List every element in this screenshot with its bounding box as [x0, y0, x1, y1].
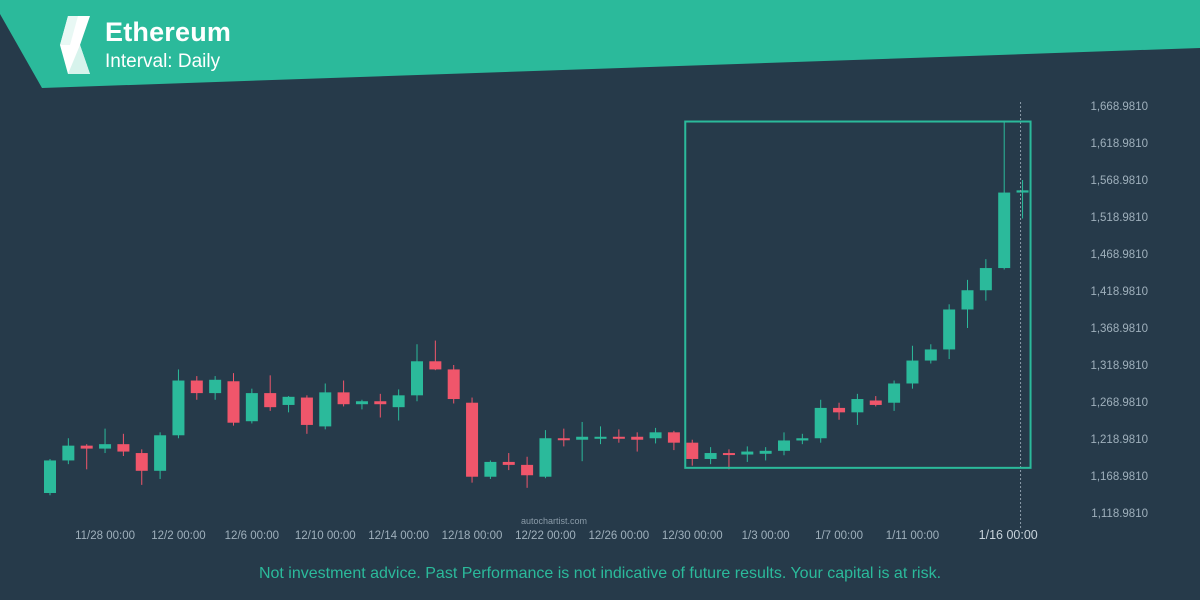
x-tick-label: 12/26 00:00 [588, 530, 649, 542]
y-tick-label: 1,118.9810 [1091, 508, 1148, 520]
candle-body-down [686, 442, 699, 459]
candle-body-up [44, 460, 56, 494]
candle-body-down [612, 436, 625, 439]
x-tick-label: 11/28 00:00 [75, 530, 135, 542]
y-tick-label: 1,318.9810 [1090, 360, 1148, 372]
candle-body-down [374, 401, 387, 405]
candle-body-down [833, 407, 846, 413]
y-tick-label: 1,618.9810 [1090, 138, 1148, 150]
candle-body-down [557, 438, 570, 441]
candle-body-up [576, 436, 589, 440]
x-tick-label: 12/2 00:00 [151, 530, 205, 542]
autochartist-logo-icon [60, 16, 90, 74]
interval-label: Interval: Daily [105, 51, 221, 72]
candle-body-down [190, 380, 203, 394]
y-tick-label: 1,668.9810 [1090, 101, 1148, 113]
candle-body-up [814, 407, 827, 439]
x-tick-label: 1/11 00:00 [886, 530, 940, 542]
candle-body-up [961, 290, 974, 310]
x-tick-label: 1/7 00:00 [815, 530, 863, 542]
candle-body-down [869, 400, 882, 405]
y-tick-label: 1,368.9810 [1090, 323, 1148, 335]
x-axis: 11/28 00:00 12/2 00:00 12/6 00:00 12/10 00:… [75, 528, 1038, 542]
candle-body-down [502, 461, 515, 465]
candle-body-up [245, 393, 258, 422]
candle-body-up [906, 360, 919, 384]
candle-body-up [154, 435, 167, 471]
candle-body-up [209, 379, 222, 394]
candle-body-down [521, 464, 534, 476]
candle-body-down [227, 381, 240, 423]
candle-body-up [594, 436, 607, 439]
candle-body-up [355, 401, 368, 405]
candle-body-down [631, 436, 644, 440]
y-tick-label: 1,468.9810 [1090, 249, 1148, 261]
x-tick-label: 12/30 00:00 [662, 530, 723, 542]
candle-body-up [1016, 190, 1029, 193]
candle-body-up [649, 432, 662, 439]
candle-body-down [667, 432, 680, 443]
candle-body-up [392, 395, 405, 408]
y-tick-label: 1,268.9810 [1090, 397, 1148, 409]
x-tick-label: 12/14 00:00 [368, 530, 429, 542]
candle-body-down [722, 453, 735, 456]
x-tick-label: 12/10 00:00 [295, 530, 356, 542]
candle-body-up [888, 383, 901, 403]
candle-body-up [759, 450, 772, 454]
candle-body-up [704, 453, 717, 459]
candle-body-up [172, 380, 185, 436]
candle-body-up [778, 440, 790, 451]
risk-disclaimer: Not investment advice. Past Performance … [258, 565, 942, 582]
candle-body-up [741, 451, 754, 455]
candle-body-up [998, 192, 1011, 269]
candle-body-up [851, 399, 864, 413]
x-tick-label: 12/22 00:00 [515, 530, 576, 542]
candle-body-up [979, 268, 992, 291]
x-tick-label: 12/18 00:00 [442, 530, 503, 542]
candle-body-up [411, 361, 423, 396]
y-tick-label: 1,168.9810 [1090, 471, 1148, 483]
candle-body-up [539, 438, 552, 477]
candle-body-up [282, 396, 295, 405]
candle-body-up [62, 445, 75, 461]
overlay-layer [684, 102, 1032, 528]
x-tick-label: 1/3 00:00 [742, 530, 790, 542]
y-axis: 1,668.9810 1,618.9810 1,568.9810 1,518.9810… [1090, 101, 1148, 520]
candle-body-up [99, 444, 112, 449]
candle-body-down [337, 392, 350, 405]
candle-body-down [80, 445, 93, 449]
candle-body-up [796, 438, 809, 441]
y-tick-label: 1,218.9810 [1090, 434, 1148, 446]
candle-body-down [264, 393, 277, 408]
candle-body-down [447, 369, 460, 400]
candle-body-down [466, 402, 479, 477]
chart-title: Ethereum [105, 17, 232, 47]
candle-body-down [135, 453, 148, 471]
candlestick-chart: 1,668.9810 1,618.9810 1,568.9810 1,518.9810… [44, 101, 1148, 542]
candle-body-down [300, 397, 313, 425]
candle-body-up [924, 349, 937, 361]
header-banner [0, 0, 1200, 88]
candle-body-down [429, 361, 442, 370]
y-tick-label: 1,518.9810 [1090, 212, 1148, 224]
x-tick-label: 12/6 00:00 [225, 530, 279, 542]
y-tick-label: 1,568.9810 [1090, 175, 1148, 187]
candle-body-up [319, 392, 332, 427]
candle-body-up [943, 309, 956, 350]
candle-body-down [117, 444, 130, 452]
pattern-box [684, 120, 1032, 469]
y-tick-label: 1,418.9810 [1090, 286, 1148, 298]
candles-layer [44, 120, 1029, 496]
x-tick-label: 1/16 00:00 [979, 528, 1038, 542]
candle-body-up [484, 461, 497, 477]
watermark-text: autochartist.com [521, 516, 587, 526]
